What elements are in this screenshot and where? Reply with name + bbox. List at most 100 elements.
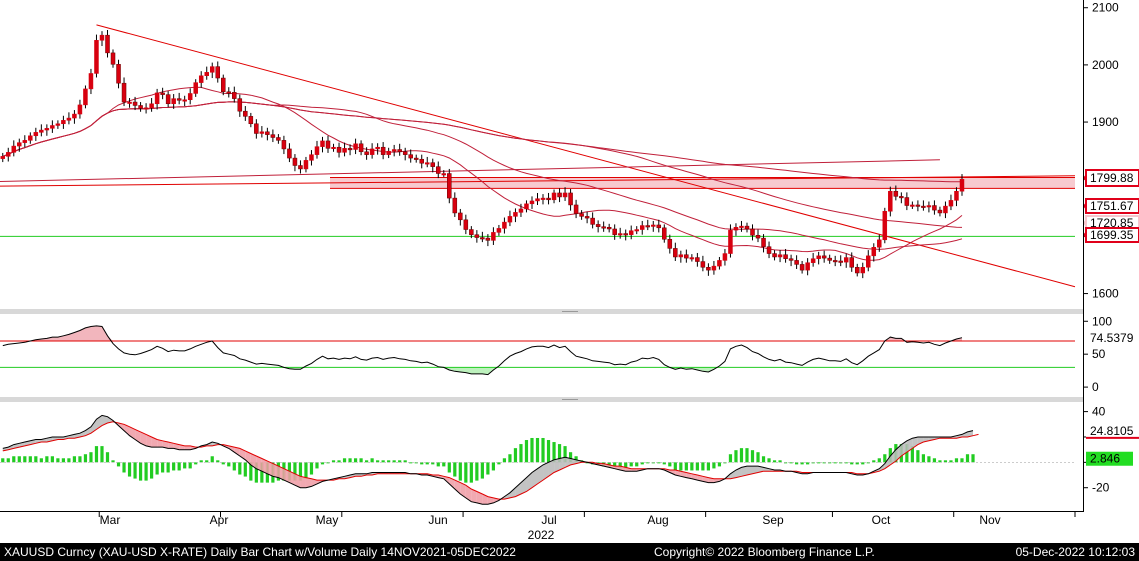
candle-body — [320, 140, 325, 147]
candle-body — [265, 131, 270, 135]
candle-body — [529, 200, 535, 205]
macd-histogram-bar — [745, 448, 749, 463]
candle-body — [689, 257, 695, 260]
candle-body — [810, 258, 816, 263]
macd-histogram-bar — [166, 462, 170, 473]
candle-body — [11, 145, 17, 153]
macd-histogram-bar — [502, 458, 507, 463]
macd-y-tick-label: -20 — [1092, 481, 1110, 495]
macd-cross-fill — [52, 436, 58, 441]
macd-histogram-bar — [116, 462, 121, 467]
candle-body — [480, 237, 485, 240]
macd-histogram-bar — [844, 462, 848, 464]
macd-cross-fill — [735, 467, 742, 478]
macd-histogram-bar — [585, 462, 589, 464]
candle-body — [61, 120, 66, 125]
macd-histogram-bar — [320, 462, 325, 465]
macd-histogram-bar — [100, 446, 104, 463]
macd-histogram-bar — [761, 456, 766, 463]
macd-cross-fill — [890, 449, 896, 465]
candle-body — [491, 232, 496, 241]
macd-histogram-bar — [657, 462, 661, 464]
macd-histogram-bar — [442, 462, 446, 467]
candle-body — [816, 255, 821, 259]
macd-histogram-bar — [61, 458, 65, 463]
footer-description: XAUUSD Curncy (XAU-USD X-RATE) Daily Bar… — [4, 545, 516, 559]
candle-body — [380, 146, 386, 155]
candle-body — [55, 123, 61, 126]
macd-histogram-bar — [910, 446, 914, 463]
footer-bar: XAUUSD Curncy (XAU-USD X-RATE) Daily Bar… — [0, 543, 1139, 561]
candle-body — [678, 254, 684, 258]
macd-histogram-bar — [607, 462, 611, 467]
macd-histogram-bar — [348, 458, 352, 463]
candle-body — [634, 229, 639, 232]
macd-histogram-bar — [155, 462, 159, 475]
macd-histogram-bar — [475, 462, 479, 481]
price-tag-pointer — [1083, 230, 1087, 240]
macd-histogram-bar — [618, 462, 622, 469]
macd-histogram-bar — [833, 462, 837, 464]
macd-cross-fill — [239, 448, 246, 460]
candle-body — [331, 146, 336, 149]
macd-histogram-bar — [546, 440, 551, 463]
macd-histogram-bar — [712, 462, 716, 469]
candle-body — [325, 140, 331, 149]
candle-body — [860, 267, 866, 274]
macd-histogram-bar — [381, 460, 385, 463]
candle-body — [722, 253, 728, 261]
macd-y-tick-label: 40 — [1092, 405, 1106, 419]
macd-histogram-bar — [789, 462, 793, 464]
macd-cross-fill — [476, 491, 483, 505]
candle-body — [617, 233, 623, 236]
macd-cross-fill — [41, 438, 47, 443]
candle-body — [441, 173, 447, 176]
candle-body — [287, 148, 292, 159]
candle-body — [270, 134, 276, 138]
macd-cross-fill — [504, 492, 510, 500]
candle-body — [728, 229, 733, 254]
candle-body — [915, 204, 921, 207]
macd-cross-fill — [730, 469, 736, 479]
separator-price-rsi[interactable] — [0, 309, 1083, 314]
candle-body — [17, 142, 22, 147]
macd-histogram-bar — [72, 456, 77, 463]
candle-body — [568, 192, 573, 206]
macd-histogram-bar — [486, 462, 490, 475]
candle-body — [298, 165, 303, 170]
macd-histogram-bar — [563, 446, 567, 463]
separator-rsi-macd[interactable] — [0, 397, 1083, 402]
macd-histogram-bar — [458, 462, 462, 481]
macd-histogram-bar — [965, 454, 970, 463]
macd-histogram-bar — [304, 462, 308, 479]
candle-body — [948, 200, 954, 207]
macd-cross-fill — [90, 419, 97, 434]
macd-histogram-bar — [105, 452, 110, 463]
macd-histogram-bar — [398, 460, 402, 463]
macd-cross-fill — [267, 461, 273, 477]
macd-histogram-bar — [326, 462, 330, 464]
macd-cross-fill — [697, 475, 703, 482]
macd-cross-fill — [928, 436, 935, 441]
macd-histogram-bar — [205, 460, 209, 463]
macd-histogram-bar — [199, 460, 203, 463]
price-tag-label: 1799.88 — [1090, 171, 1134, 185]
candle-body — [540, 197, 546, 200]
panel-separators — [0, 309, 1083, 402]
candle-body — [777, 254, 783, 258]
macd-cross-fill — [515, 482, 521, 497]
macd-cross-fill — [548, 459, 555, 477]
macd-cross-fill — [537, 464, 544, 484]
macd-histogram-bar — [122, 462, 126, 473]
macd-panel — [0, 414, 1075, 505]
macd-histogram-bar — [353, 458, 358, 463]
macd-histogram-bar — [850, 462, 854, 465]
candle-body — [904, 197, 910, 206]
footer-copyright: Copyright© 2022 Bloomberg Finance L.P. — [654, 545, 875, 559]
candle-body — [628, 230, 634, 235]
macd-histogram-bar — [298, 462, 303, 481]
price-y-tick-label: 2000 — [1092, 58, 1119, 72]
macd-histogram-bar — [431, 462, 435, 465]
macd-signal-line — [2, 421, 979, 500]
macd-histogram-tag-box — [1086, 451, 1133, 466]
